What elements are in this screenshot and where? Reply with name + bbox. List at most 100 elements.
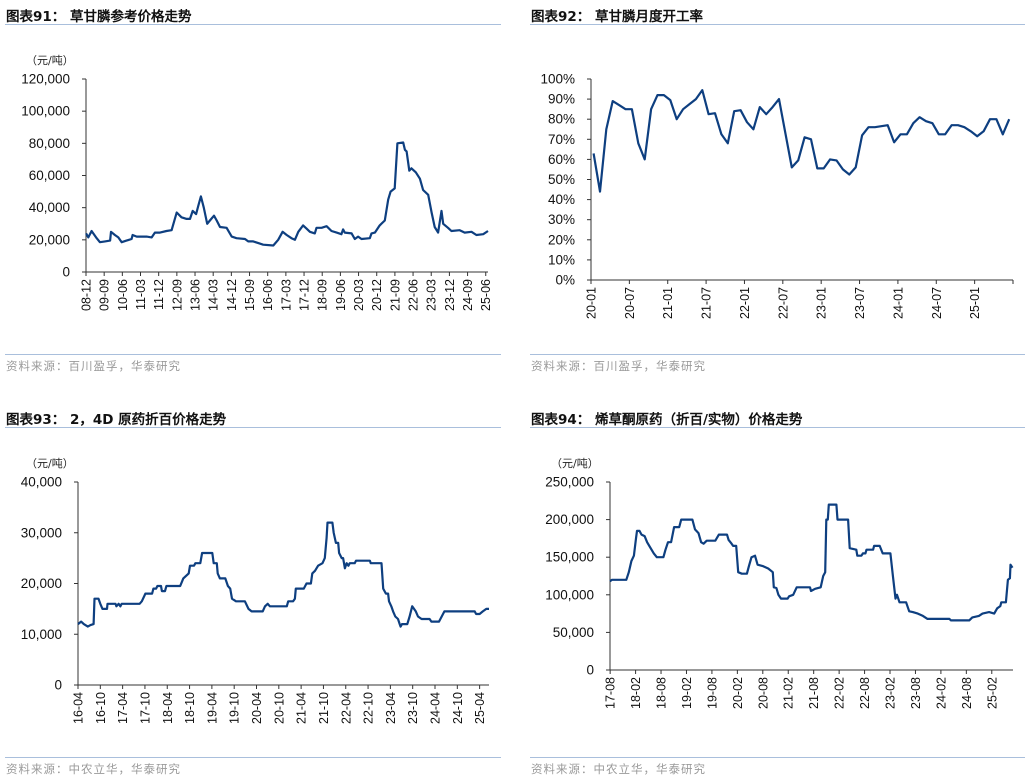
x-tick-label: 21-04 xyxy=(295,692,309,724)
y-tick-label: 60% xyxy=(548,152,575,167)
y-tick-label: 40,000 xyxy=(29,200,70,215)
y-tick-label: 0 xyxy=(586,663,594,678)
x-tick-label: 16-10 xyxy=(94,692,108,724)
x-tick-label: 23-08 xyxy=(909,677,923,709)
y-tick-label: 80,000 xyxy=(29,136,70,151)
x-tick-label: 18-08 xyxy=(655,677,669,709)
y-tick-label: 10,000 xyxy=(21,627,62,642)
y-tick-label: 0 xyxy=(54,678,62,693)
title-rule-91 xyxy=(5,24,501,25)
x-tick-label: 20-10 xyxy=(272,692,286,724)
y-tick-label: 200,000 xyxy=(545,512,594,527)
title-rule-93 xyxy=(5,427,501,428)
series-line xyxy=(77,521,489,628)
x-tick-label: 21-08 xyxy=(807,677,821,709)
y-tick-label: 30% xyxy=(548,212,575,227)
source-rule-94 xyxy=(530,757,1025,758)
x-tick-label: 23-02 xyxy=(884,677,898,709)
x-tick-label: 15-09 xyxy=(243,279,257,311)
x-tick-label: 08-12 xyxy=(80,279,94,311)
x-tick-label: 22-07 xyxy=(776,287,790,319)
x-tick-label: 24-09 xyxy=(461,279,475,311)
x-tick-label: 16-04 xyxy=(72,692,86,724)
x-tick-label: 25-01 xyxy=(968,287,982,319)
series-line xyxy=(85,141,489,247)
x-tick-label: 17-12 xyxy=(298,279,312,311)
x-tick-label: 18-04 xyxy=(161,692,175,724)
x-tick-label: 17-03 xyxy=(279,279,293,311)
x-tick-label: 22-02 xyxy=(833,677,847,709)
x-tick-label: 18-09 xyxy=(316,279,330,311)
y-tick-label: 30,000 xyxy=(21,525,62,540)
chart-2: 0% 10% 20% 30% 40% 50% 60% 70% 80% 90% 100% 20-01 20… xyxy=(540,72,1014,319)
y-tick-label: 50,000 xyxy=(553,625,594,640)
y-tick-label: 10% xyxy=(548,252,575,267)
x-tick-label: 22-06 xyxy=(407,279,421,311)
x-tick-label: 20-12 xyxy=(370,279,384,311)
y-tick-label: 50% xyxy=(548,172,575,187)
x-tick-label: 19-06 xyxy=(334,279,348,311)
x-tick-label: 18-02 xyxy=(629,677,643,709)
x-tick-label: 12-09 xyxy=(170,279,184,311)
source-rule-93 xyxy=(5,757,501,758)
source-rule-92 xyxy=(530,354,1025,355)
y-tick-label: 0 xyxy=(62,265,70,280)
y-tick-label: 120,000 xyxy=(21,72,70,87)
x-tick-label: 11-03 xyxy=(134,279,148,310)
unit-label-93: （元/吨） xyxy=(26,457,74,470)
x-tick-label: 14-03 xyxy=(207,279,221,311)
x-tick-label: 22-04 xyxy=(339,692,353,724)
x-tick-label: 25-02 xyxy=(985,677,999,709)
chart-title-94: 图表94： 烯草酮原药（折百/实物）价格走势 xyxy=(531,412,803,428)
x-tick-label: 25-04 xyxy=(473,692,487,724)
chart-1: 0 20,000 40,000 60,000 80,000 100,000 120,000 0… xyxy=(21,72,493,311)
y-tick-label: 250,000 xyxy=(545,475,594,490)
x-tick-label: 23-10 xyxy=(406,692,420,724)
y-tick-label: 0% xyxy=(555,273,575,288)
source-rule-91 xyxy=(5,354,501,355)
x-tick-label: 21-09 xyxy=(388,279,402,311)
x-tick-label: 21-01 xyxy=(661,287,675,319)
x-tick-label: 21-10 xyxy=(317,692,331,724)
x-tick-label: 20-04 xyxy=(250,692,264,724)
x-tick-label: 24-02 xyxy=(934,677,948,709)
series-line xyxy=(609,503,1014,622)
title-rule-94 xyxy=(530,427,1025,428)
chart-title-91: 图表91： 草甘膦参考价格走势 xyxy=(6,9,192,25)
x-tick-label: 19-02 xyxy=(680,677,694,709)
y-tick-label: 100,000 xyxy=(545,587,594,602)
chart-3: 0 10,000 20,000 30,000 40,000 16-04 16-10 17-04… xyxy=(21,475,489,724)
chart-title-92: 图表92： 草甘膦月度开工率 xyxy=(531,9,703,25)
x-tick-label: 23-12 xyxy=(443,279,457,311)
x-tick-label: 16-06 xyxy=(261,279,275,311)
x-tick-label: 22-01 xyxy=(738,287,752,319)
y-tick-label: 100,000 xyxy=(21,104,70,119)
chart-4: 0 50,000 100,000 150,000 200,000 250,000 17-08… xyxy=(545,475,1014,709)
y-tick-label: 80% xyxy=(548,112,575,127)
x-tick-label: 25-06 xyxy=(479,279,493,311)
y-tick-label: 20,000 xyxy=(21,576,62,591)
x-tick-label: 20-07 xyxy=(623,287,637,319)
chart-title-93: 图表93： 2，4D 原药折百价格走势 xyxy=(6,412,227,428)
x-tick-label: 24-01 xyxy=(891,287,905,319)
x-tick-label: 23-03 xyxy=(425,279,439,311)
y-tick-label: 100% xyxy=(540,72,575,87)
x-tick-label: 23-01 xyxy=(815,287,829,319)
x-tick-label: 17-10 xyxy=(138,692,152,724)
x-tick-label: 19-04 xyxy=(205,692,219,724)
unit-label-94: （元/吨） xyxy=(551,457,599,470)
x-tick-label: 24-07 xyxy=(930,287,944,319)
x-tick-label: 21-02 xyxy=(782,677,796,709)
title-rule-92 xyxy=(530,24,1025,25)
x-tick-label: 20-08 xyxy=(756,677,770,709)
x-tick-label: 18-10 xyxy=(183,692,197,724)
x-tick-label: 17-08 xyxy=(604,677,618,709)
x-tick-label: 23-07 xyxy=(853,287,867,319)
x-tick-label: 22-08 xyxy=(858,677,872,709)
x-tick-label: 10-06 xyxy=(116,279,130,311)
source-note-92: 资料来源：百川盈孚，华泰研究 xyxy=(531,359,706,373)
y-tick-label: 150,000 xyxy=(545,550,594,565)
y-tick-label: 90% xyxy=(548,92,575,107)
y-tick-label: 20,000 xyxy=(29,232,70,247)
